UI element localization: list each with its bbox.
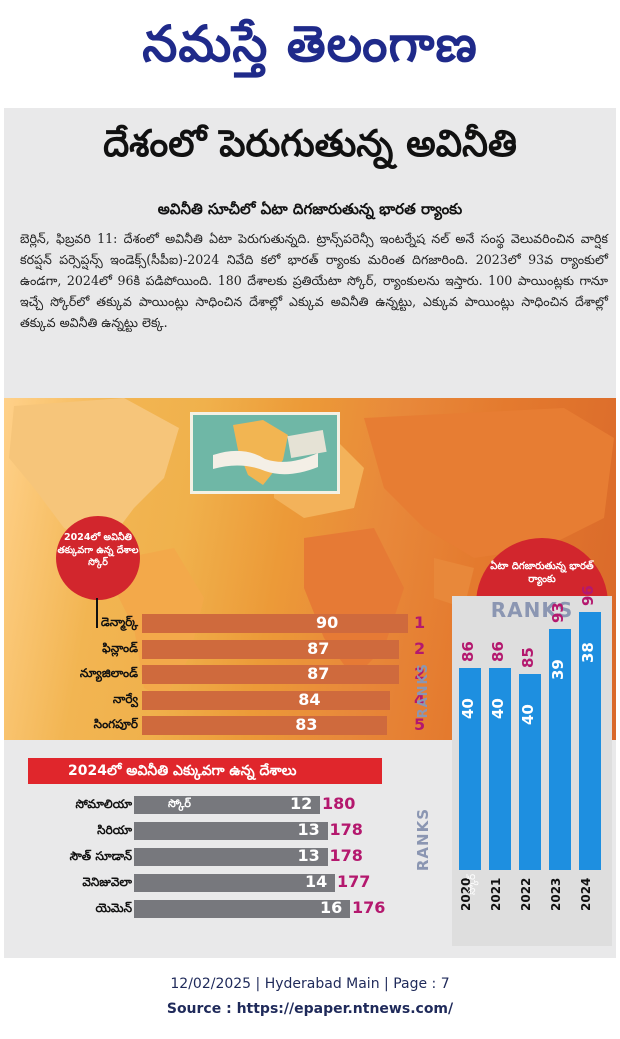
most-corrupt-ranks-label: RANKS (414, 808, 432, 872)
handshake-icon (193, 415, 337, 491)
score-value: 16 (320, 898, 343, 917)
footer-source: Source : https://epaper.ntnews.com/ (166, 1001, 454, 1017)
footer-dateline: 12/02/2025 | Hyderabad Main | Page : 7 (170, 976, 450, 992)
score-bar (134, 822, 328, 840)
rank-value: 93 (549, 602, 567, 624)
country-label: సిరియా (97, 823, 132, 837)
score-word: స్కోర్ (168, 797, 191, 810)
country-label: న్యూజిలాండ్ (79, 666, 138, 680)
score-value: 40 (459, 698, 477, 720)
rank-value: 4 (414, 689, 426, 709)
year-label: 2024 (579, 877, 593, 911)
rank-bar (459, 668, 481, 870)
country-label: సోమాలియా (75, 797, 132, 811)
rank-value: 96 (579, 585, 597, 607)
country-label: యెమెన్ (95, 901, 132, 915)
score-value: 84 (298, 689, 321, 709)
year-label: 2023 (549, 877, 563, 911)
score-value: 39 (549, 659, 567, 681)
masthead-title: నమస్తే తెలంగాణ (142, 14, 478, 73)
year-label: 2022 (519, 877, 533, 911)
score-value: 90 (316, 613, 339, 632)
rank-value: 1 (414, 613, 426, 632)
score-value: 87 (307, 638, 330, 658)
score-bar (134, 874, 335, 892)
score-value: 40 (489, 698, 507, 720)
rank-value: 5 (414, 715, 426, 734)
article-body: బెర్లిన్, ఫిబ్రవరి 11: దేశంలో అవినీతి ఏట… (20, 231, 608, 330)
most-corrupt-banner: 2024లో అవినీతి ఎక్కువగా ఉన్న దేశాలు (28, 758, 382, 784)
score-bar (134, 900, 350, 918)
score-bar (142, 614, 408, 633)
headline: దేశంలో పెరుగుతున్న అవినీతి (103, 122, 517, 165)
score-bar (142, 690, 391, 710)
score-value: 12 (290, 794, 313, 813)
score-value: 13 (297, 846, 320, 865)
rank-bar (549, 629, 571, 870)
rank-bar (489, 668, 511, 870)
country-label: వెనిజువెలా (82, 875, 132, 889)
india-score-word: స్కోర్ (467, 874, 478, 895)
score-value: 14 (305, 872, 328, 891)
country-label: సౌత్ సూడాన్ (69, 849, 132, 863)
score-bar (134, 848, 328, 866)
rank-value: 176 (352, 898, 386, 917)
rank-value: 86 (489, 641, 507, 663)
rank-bar (519, 674, 541, 870)
score-value: 87 (307, 664, 330, 683)
score-bar (142, 665, 400, 684)
score-value: 83 (295, 715, 318, 734)
score-bar (142, 639, 400, 659)
score-value: 40 (519, 704, 537, 726)
score-bar (134, 796, 320, 814)
article-clipping: దేశంలో పెరుగుతున్న అవినీతి అవినీతి సూచీల… (4, 108, 616, 958)
score-value: 38 (579, 642, 597, 664)
rank-value: 2 (414, 664, 426, 683)
country-label: ఫిన్లాండ్ (102, 640, 138, 655)
masthead: నమస్తే తెలంగాణ (0, 0, 620, 95)
rank-bar (579, 612, 601, 870)
country-label: నార్వే (112, 691, 138, 706)
rank-value: 178 (329, 820, 363, 839)
rank-value: 178 (329, 846, 363, 865)
score-value: 13 (297, 820, 320, 839)
country-label: సింగపూర్ (93, 717, 138, 731)
least-corrupt-ranks-label: RANKS (416, 663, 431, 719)
year-label: 2021 (489, 877, 503, 911)
least-corrupt-callout: 2024లో అవినీతి తక్కువగా ఉన్న దేశాల స్కోర… (56, 516, 140, 600)
score-bar (142, 716, 388, 735)
country-label: డెన్మార్క్ (100, 615, 138, 629)
callout-pointer (96, 598, 98, 628)
bribe-illustration (190, 412, 340, 494)
rank-value: 180 (322, 794, 356, 813)
rank-value: 86 (459, 641, 477, 663)
rank-value: 85 (519, 647, 537, 669)
india-ranks-title: RANKS (490, 598, 574, 622)
rank-value: 177 (337, 872, 371, 891)
subhead: అవినీతి సూచీలో ఏటా దిగజారుతున్న భారత ర్య… (157, 200, 463, 218)
rank-value: 2 (414, 638, 426, 658)
